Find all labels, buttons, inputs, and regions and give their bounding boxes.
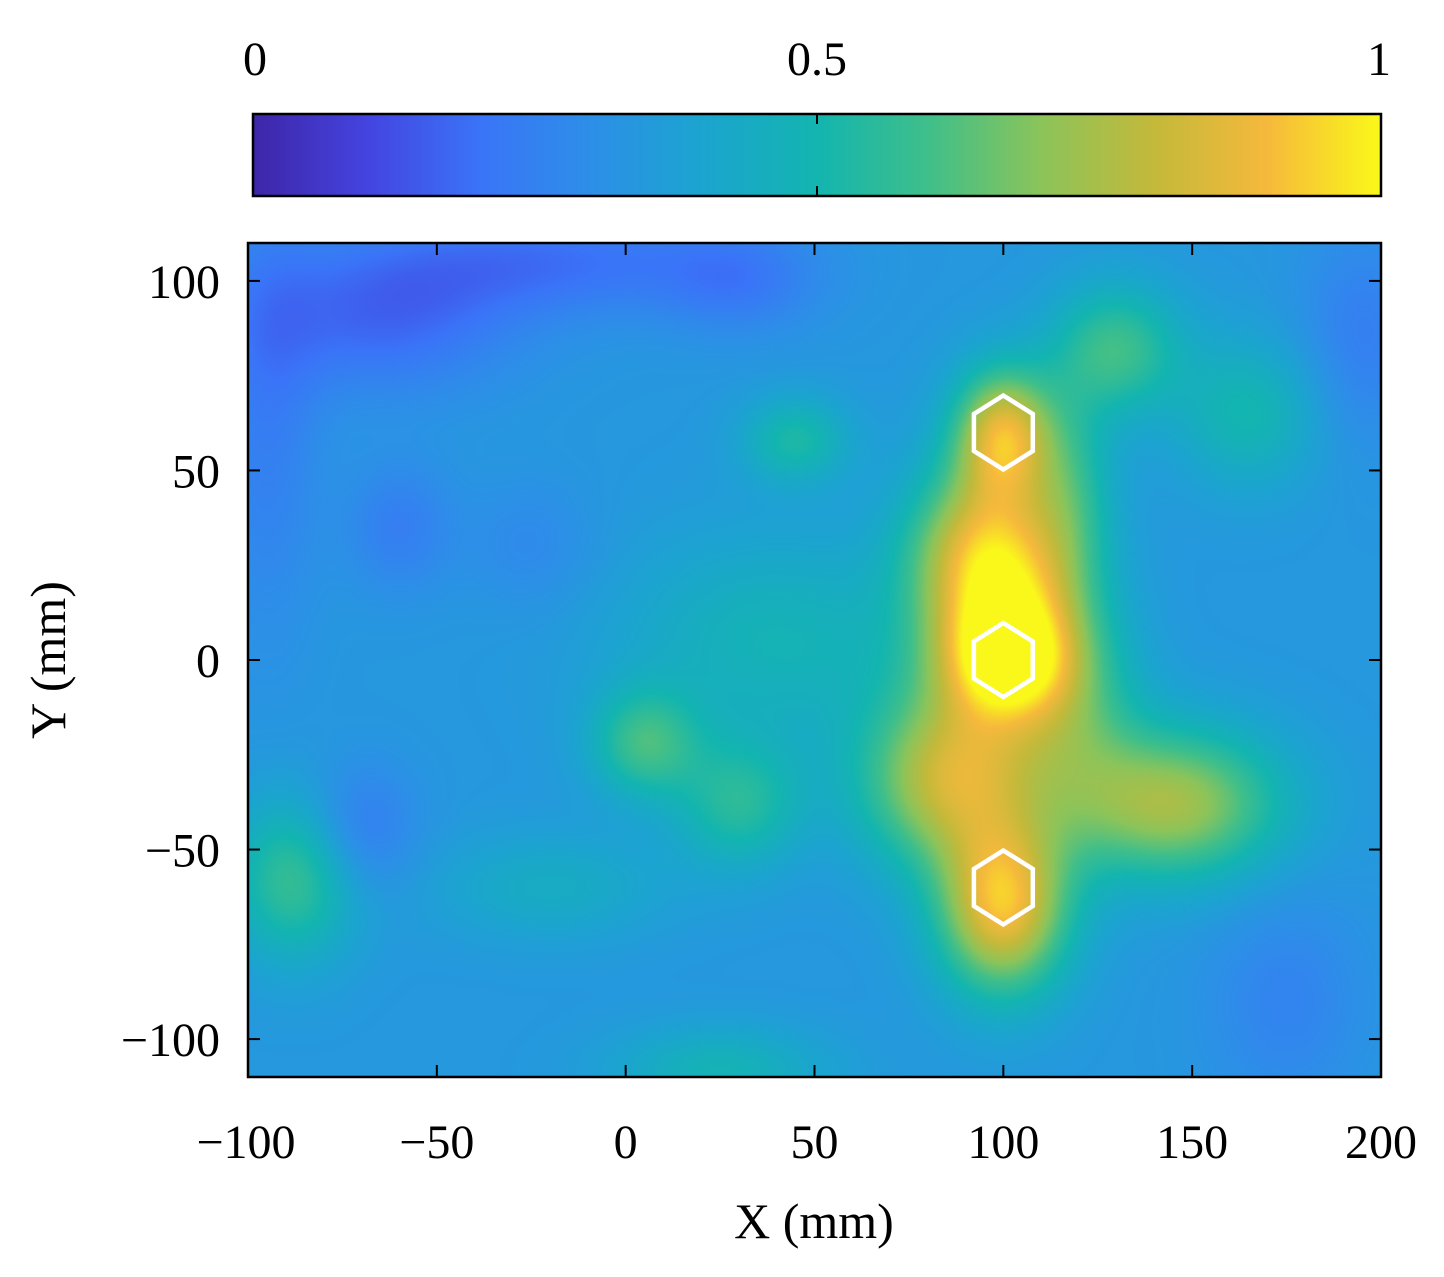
y-tick-label: 100 — [148, 256, 220, 309]
colorbar-frame — [251, 112, 1383, 198]
y-axis-label: Y (mm) — [20, 581, 76, 739]
x-tick-label: 150 — [1156, 1116, 1228, 1169]
heatmap-image — [248, 243, 1381, 1077]
y-tick-label: 0 — [196, 635, 220, 688]
colorbar: 0 0.5 1 — [243, 33, 1391, 198]
hexagon-marker — [971, 847, 1036, 928]
colorbar-tick-label: 0.5 — [787, 33, 847, 86]
hexagon-marker — [971, 620, 1036, 700]
hexagon-marker — [971, 392, 1036, 473]
plot-frame — [246, 241, 1383, 1079]
colorbar-gradient — [253, 114, 1381, 196]
x-tick-label: −100 — [196, 1116, 295, 1169]
markers — [971, 392, 1036, 928]
x-tick-label: −50 — [399, 1116, 474, 1169]
x-tick-label: 200 — [1345, 1116, 1417, 1169]
x-axis-label: X (mm) — [734, 1193, 894, 1249]
x-axis-ticks: −100 −50 0 50 100 150 200 — [196, 243, 1417, 1169]
y-tick-label: −100 — [121, 1014, 220, 1067]
y-tick-label: 50 — [172, 445, 220, 498]
x-tick-label: 50 — [791, 1116, 839, 1169]
y-axis-ticks: −100 −50 0 50 100 — [121, 256, 1381, 1067]
y-tick-label: −50 — [145, 825, 220, 878]
colorbar-ticks: 0 0.5 1 — [243, 33, 1391, 196]
x-tick-label: 100 — [967, 1116, 1039, 1169]
colorbar-tick-label: 1 — [1367, 33, 1391, 86]
x-tick-label: 0 — [614, 1116, 638, 1169]
colorbar-tick-label: 0 — [243, 33, 267, 86]
plot-area: −100 −50 0 50 100 150 200 −100 −50 0 50 100 — [121, 241, 1417, 1169]
